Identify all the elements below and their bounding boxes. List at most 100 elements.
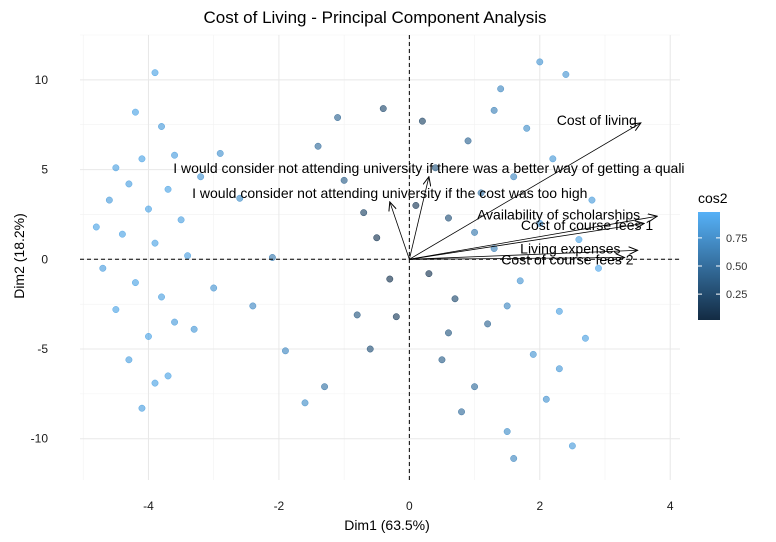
individual-point: [523, 124, 531, 132]
x-tick-label: 0: [406, 499, 413, 513]
variable-label: Availability of scholarships: [477, 206, 640, 222]
individual-point: [503, 302, 511, 310]
individual-point: [458, 408, 465, 416]
legend-tick-label: 0.25: [726, 289, 747, 301]
individual-point: [334, 114, 342, 121]
individual-point: [171, 151, 179, 159]
variable-label: I would consider not attending universit…: [173, 160, 684, 176]
cos2-legend: cos2 0.25 0.50 0.75: [698, 190, 747, 320]
individual-point: [210, 284, 218, 292]
individual-point: [464, 137, 472, 145]
individual-point: [125, 180, 133, 188]
individual-point: [112, 164, 120, 172]
individual-point: [575, 236, 583, 244]
individual-point: [138, 155, 146, 163]
individual-point: [555, 307, 563, 315]
individual-point: [542, 395, 550, 403]
individual-point: [529, 350, 537, 358]
individual-point: [145, 333, 152, 340]
individual-point: [158, 293, 165, 301]
variable-arrows: Cost of living Cost of course fees 1Avail…: [173, 112, 684, 267]
individual-point: [445, 329, 452, 337]
y-tick-label: 0: [41, 252, 48, 266]
individual-point: [131, 279, 139, 287]
individual-point: [412, 202, 420, 209]
chart-title: Cost of Living - Principal Component Ana…: [204, 8, 547, 27]
individual-point: [555, 365, 563, 373]
variable-label: Cost of course fees 1: [521, 217, 654, 233]
legend-tick-label: 0.50: [726, 261, 747, 273]
legend-title: cos2: [698, 190, 728, 206]
variable-label: I would consider not attending universit…: [192, 185, 587, 201]
legend-colorbar: [698, 212, 720, 320]
x-tick-label: -4: [143, 499, 154, 513]
individual-point: [184, 252, 192, 260]
individual-point: [477, 189, 485, 197]
individual-point: [131, 108, 139, 116]
individual-point: [386, 275, 394, 283]
x-tick-label: 2: [536, 499, 543, 513]
individual-point: [510, 455, 518, 462]
individual-points: [92, 58, 602, 462]
individual-point: [438, 356, 446, 364]
grid: [80, 34, 680, 480]
individual-point: [92, 223, 100, 231]
x-tick-label: -2: [274, 499, 285, 513]
individual-point: [151, 379, 159, 387]
individual-point: [595, 264, 602, 272]
individual-point: [490, 106, 498, 114]
y-axis-title: Dim2 (18.2%): [11, 213, 27, 299]
individual-point: [197, 173, 205, 181]
individual-point: [177, 216, 185, 224]
individual-point: [418, 117, 426, 125]
individual-point: [145, 205, 152, 213]
individual-point: [281, 347, 289, 355]
individual-point: [373, 234, 381, 242]
individual-point: [568, 442, 576, 450]
variable-arrow: [390, 202, 410, 260]
legend-ticks: 0.25 0.50 0.75: [698, 233, 747, 301]
individual-point: [360, 209, 368, 217]
individual-point: [562, 71, 570, 78]
individual-point: [497, 85, 505, 93]
y-tick-label: -5: [37, 342, 48, 356]
individual-point: [431, 164, 439, 172]
individual-point: [510, 173, 518, 181]
individual-point: [301, 399, 309, 407]
variable-arrow: [409, 223, 644, 260]
individual-point: [236, 194, 244, 202]
individual-point: [516, 277, 524, 285]
individual-point: [321, 383, 329, 391]
individual-point: [340, 176, 348, 184]
legend-tick-label: 0.75: [726, 233, 747, 245]
individual-point: [392, 313, 400, 321]
individual-point: [353, 311, 361, 319]
individual-point: [105, 196, 113, 204]
individual-point: [112, 306, 120, 313]
y-tick-label: 5: [41, 163, 48, 177]
variable-arrow: [408, 177, 429, 260]
individual-point: [425, 270, 433, 278]
tick-labels: -4 -2 0 2 4 -10 -5 0 5 10: [31, 73, 674, 513]
y-tick-label: 10: [35, 73, 49, 87]
variable-arrow: [409, 123, 641, 260]
individual-point: [379, 105, 387, 113]
individual-point: [536, 219, 544, 227]
individual-point: [158, 123, 165, 130]
individual-point: [151, 69, 159, 77]
individual-point: [503, 428, 511, 436]
individual-point: [171, 318, 179, 326]
individual-point: [118, 230, 126, 238]
individual-point: [549, 155, 557, 163]
individual-point: [471, 228, 479, 236]
individual-point: [484, 320, 492, 328]
individual-point: [314, 142, 322, 150]
individual-point: [581, 334, 589, 342]
variable-arrow: [409, 258, 624, 260]
individual-point: [249, 302, 257, 310]
individual-point: [164, 372, 172, 380]
individual-point: [588, 196, 596, 204]
individual-point: [99, 264, 107, 272]
individual-point: [366, 345, 374, 353]
y-tick-label: -10: [31, 432, 49, 446]
